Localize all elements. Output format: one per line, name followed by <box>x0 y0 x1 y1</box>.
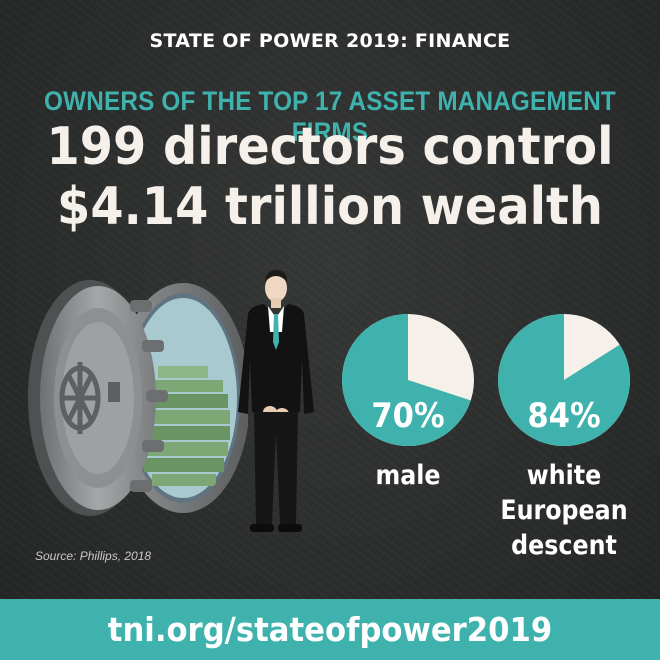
subtitle: OWNERS OF THE TOP 17 ASSET MANAGEMENT FI… <box>44 86 616 147</box>
tie-icon <box>273 314 279 350</box>
headline-line-1: 199 directors control <box>46 117 614 177</box>
businessman-illustration <box>238 270 314 532</box>
pie-slice-white-european <box>498 314 631 446</box>
pie-chart-white-european <box>498 314 631 446</box>
label-line: descent <box>511 530 617 561</box>
percent-male: 70% <box>371 396 445 436</box>
header-title: STATE OF POWER 2019: FINANCE <box>149 30 511 52</box>
keypad-icon <box>108 382 120 402</box>
source-citation: Source: Phillips, 2018 <box>35 549 152 563</box>
pie-chart-male <box>342 314 474 446</box>
label-male: male <box>375 460 441 491</box>
headline-line-2: $4.14 trillion wealth <box>57 177 603 237</box>
footer-url-link[interactable]: tni.org/stateofpower2019 <box>107 610 553 649</box>
label-white-european: white European descent <box>495 458 632 563</box>
footer-banner: tni.org/stateofpower2019 <box>0 599 660 660</box>
label-line: white <box>526 460 602 491</box>
percent-white-european: 84% <box>527 396 601 436</box>
label-line: European <box>500 495 628 526</box>
vault-illustration <box>28 280 248 516</box>
pie-slice-male <box>342 314 471 446</box>
